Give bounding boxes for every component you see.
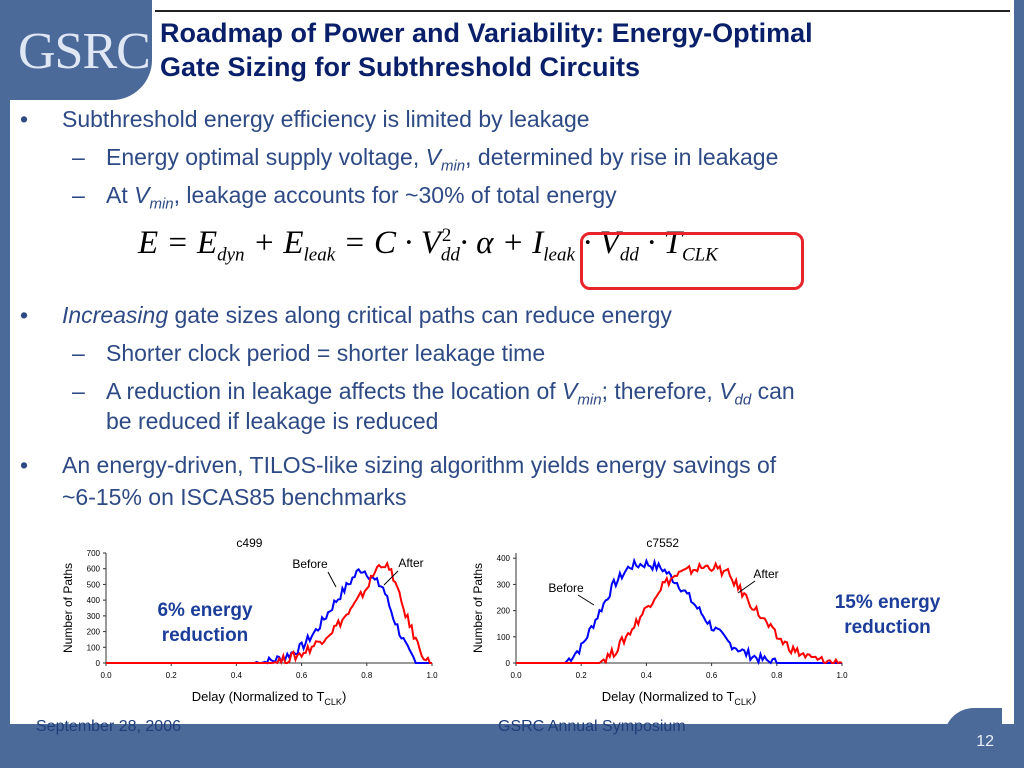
- page-number-box: [944, 708, 1002, 758]
- energy-equation: E = Edyn + Eleak = C · Vdd2 · α + Ileak …: [138, 225, 718, 266]
- page-number: 12: [976, 733, 994, 750]
- series-label-after: After: [753, 567, 778, 581]
- x-tick-label: 0.2: [166, 671, 178, 680]
- frame-left: [0, 0, 10, 768]
- callout-line: [383, 570, 399, 586]
- footer-event: GSRC Annual Symposium: [498, 718, 686, 735]
- x-tick-label: 0.6: [706, 671, 718, 680]
- y-tick-label: 500: [87, 580, 101, 589]
- y-tick-label: 100: [497, 633, 511, 642]
- y-tick-label: 300: [497, 580, 511, 589]
- x-tick-label: 0.8: [361, 671, 373, 680]
- y-tick-label: 200: [87, 628, 101, 637]
- bullet-1: Subthreshold energy efficiency is limite…: [62, 106, 590, 132]
- dash-3: –: [72, 340, 85, 366]
- chart-c7552: c7552 0 100 200 300 400 0.0 0.2 0.4 0.6 0.8 1.0 Numb…: [471, 536, 848, 707]
- title-line-1: Roadmap of Power and Variability: Energy…: [160, 18, 813, 48]
- bullet-2b: A reduction in leakage affects the locat…: [106, 378, 795, 409]
- bullet-1a: Energy optimal supply voltage, Vmin, det…: [106, 144, 779, 175]
- x-tick-label: 1.0: [836, 671, 848, 680]
- chart-title: c7552: [646, 536, 679, 550]
- y-tick-label: 100: [87, 643, 101, 652]
- x-tick-label: 0.2: [576, 671, 588, 680]
- chart-title: c499: [236, 536, 262, 550]
- callout-line: [737, 580, 756, 594]
- x-tick-label: 0.4: [641, 671, 653, 680]
- x-axis-label: Delay (Normalized to TCLK): [192, 689, 347, 707]
- y-tick-label: 300: [87, 612, 101, 621]
- series-label-before: Before: [292, 557, 328, 571]
- bullet-1b: At Vmin, leakage accounts for ~30% of to…: [106, 182, 617, 213]
- logo-box: GSRC: [0, 0, 152, 100]
- series-line-before: [516, 557, 842, 666]
- y-tick-label: 400: [497, 554, 511, 563]
- bullet-2b-line2: be reduced if leakage is reduced: [106, 408, 439, 434]
- y-tick-label: 400: [87, 596, 101, 605]
- dash-2: –: [72, 182, 85, 208]
- x-tick-label: 0.6: [296, 671, 308, 680]
- y-axis-label: Number of Paths: [61, 563, 75, 653]
- y-tick-label: 200: [497, 607, 511, 616]
- y-tick-label: 0: [506, 659, 511, 668]
- slide-title: Roadmap of Power and Variability: Energy…: [160, 16, 1000, 84]
- y-tick-label: 700: [87, 549, 101, 558]
- bullet-3-line2: ~6-15% on ISCAS85 benchmarks: [62, 484, 407, 510]
- frame-bottom: [0, 724, 1024, 768]
- footer-date: September 28, 2006: [36, 718, 181, 735]
- x-tick-label: 0.0: [510, 671, 522, 680]
- y-tick-label: 0: [96, 659, 101, 668]
- frame-right: [1014, 0, 1024, 768]
- gsrc-logo: GSRC: [18, 23, 151, 80]
- bullet-dot-1: •: [20, 106, 29, 132]
- series-label-before: Before: [548, 581, 584, 595]
- title-rule: [155, 10, 1010, 12]
- callout-line: [327, 571, 337, 588]
- dash-4: –: [72, 378, 85, 404]
- leakage-term-highlight: [580, 232, 804, 290]
- x-tick-label: 0.8: [771, 671, 783, 680]
- series-line-after: [516, 561, 843, 665]
- x-tick-label: 1.0: [426, 671, 438, 680]
- x-axis-label: Delay (Normalized to TCLK): [602, 689, 757, 707]
- energy-reduction-label-1: 6% energy reduction: [157, 600, 253, 646]
- title-line-2: Gate Sizing for Subthreshold Circuits: [160, 52, 641, 82]
- callout-line: [577, 594, 595, 606]
- y-axis-label: Number of Paths: [471, 563, 485, 653]
- x-tick-label: 0.0: [100, 671, 112, 680]
- y-tick-label: 600: [87, 565, 101, 574]
- dash-1: –: [72, 144, 85, 170]
- bullet-dot-3: •: [20, 452, 29, 478]
- series-line-after: [106, 560, 432, 665]
- chart-c499: c499 0 100 200 300 400 500 600 700 0.0 0.2 0.4 0.6 0.…: [61, 536, 438, 707]
- energy-reduction-label-2: 15% energy reduction: [834, 592, 941, 638]
- bullet-2a: Shorter clock period = shorter leakage t…: [106, 340, 546, 366]
- x-tick-label: 0.4: [231, 671, 243, 680]
- bullet-3-line1: An energy-driven, TILOS-like sizing algo…: [62, 452, 777, 478]
- bullet-2: Increasing gate sizes along critical pat…: [62, 302, 672, 328]
- series-label-after: After: [398, 556, 423, 570]
- bullet-dot-2: •: [20, 302, 29, 328]
